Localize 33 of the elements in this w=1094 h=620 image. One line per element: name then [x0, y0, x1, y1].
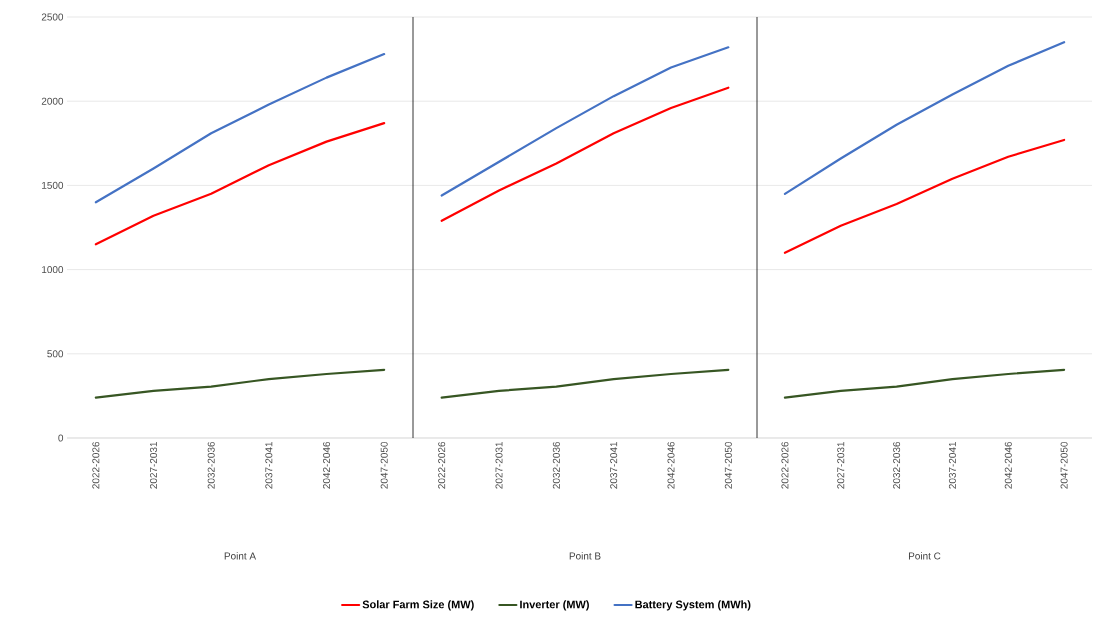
y-tick-label: 0	[58, 434, 64, 442]
legend-label: Battery System (MWh)	[635, 600, 751, 611]
x-tick-label: 2037-2041	[610, 442, 618, 489]
x-tick-label: 2022-2026	[438, 441, 446, 489]
x-tick-label: 2047-2050	[1060, 441, 1068, 489]
x-axis-title: Point B	[569, 552, 601, 560]
x-tick-label: 2042-2046	[1004, 441, 1012, 489]
x-tick-label: 2027-2031	[495, 442, 503, 489]
x-tick-label: 2037-2041	[948, 442, 956, 489]
x-tick-label: 2047-2050	[380, 441, 388, 489]
line-series	[94, 368, 386, 399]
x-tick-label: 2022-2026	[781, 441, 789, 489]
x-tick-label: 2042-2046	[322, 441, 331, 489]
x-axis-title: Point A	[224, 552, 257, 560]
x-tick-label: 2037-2041	[265, 442, 273, 489]
y-tick-label: 500	[47, 350, 64, 358]
line-series	[94, 52, 386, 204]
legend-label: Solar Farm Size (MW)	[362, 600, 474, 611]
line-series	[94, 121, 386, 246]
x-tick-label: 2047-2050	[724, 441, 732, 489]
x-tick-label: 2032-2036	[552, 441, 560, 489]
x-tick-label: 2027-2031	[837, 442, 845, 489]
y-tick-label: 2500	[41, 13, 64, 21]
legend-label: Inverter (MW)	[520, 600, 589, 611]
x-tick-label: 2032-2036	[893, 441, 901, 489]
y-tick-label: 1500	[42, 181, 64, 189]
y-tick-label: 2000	[41, 97, 64, 105]
x-tick-label: 2022-2026	[92, 441, 100, 489]
x-tick-label: 2042-2046	[667, 441, 675, 489]
x-axis-title: Point C	[908, 552, 941, 560]
x-tick-label: 2027-2031	[149, 442, 158, 489]
y-tick-label: 1000	[42, 266, 64, 274]
x-tick-label: 2032-2036	[207, 441, 215, 489]
